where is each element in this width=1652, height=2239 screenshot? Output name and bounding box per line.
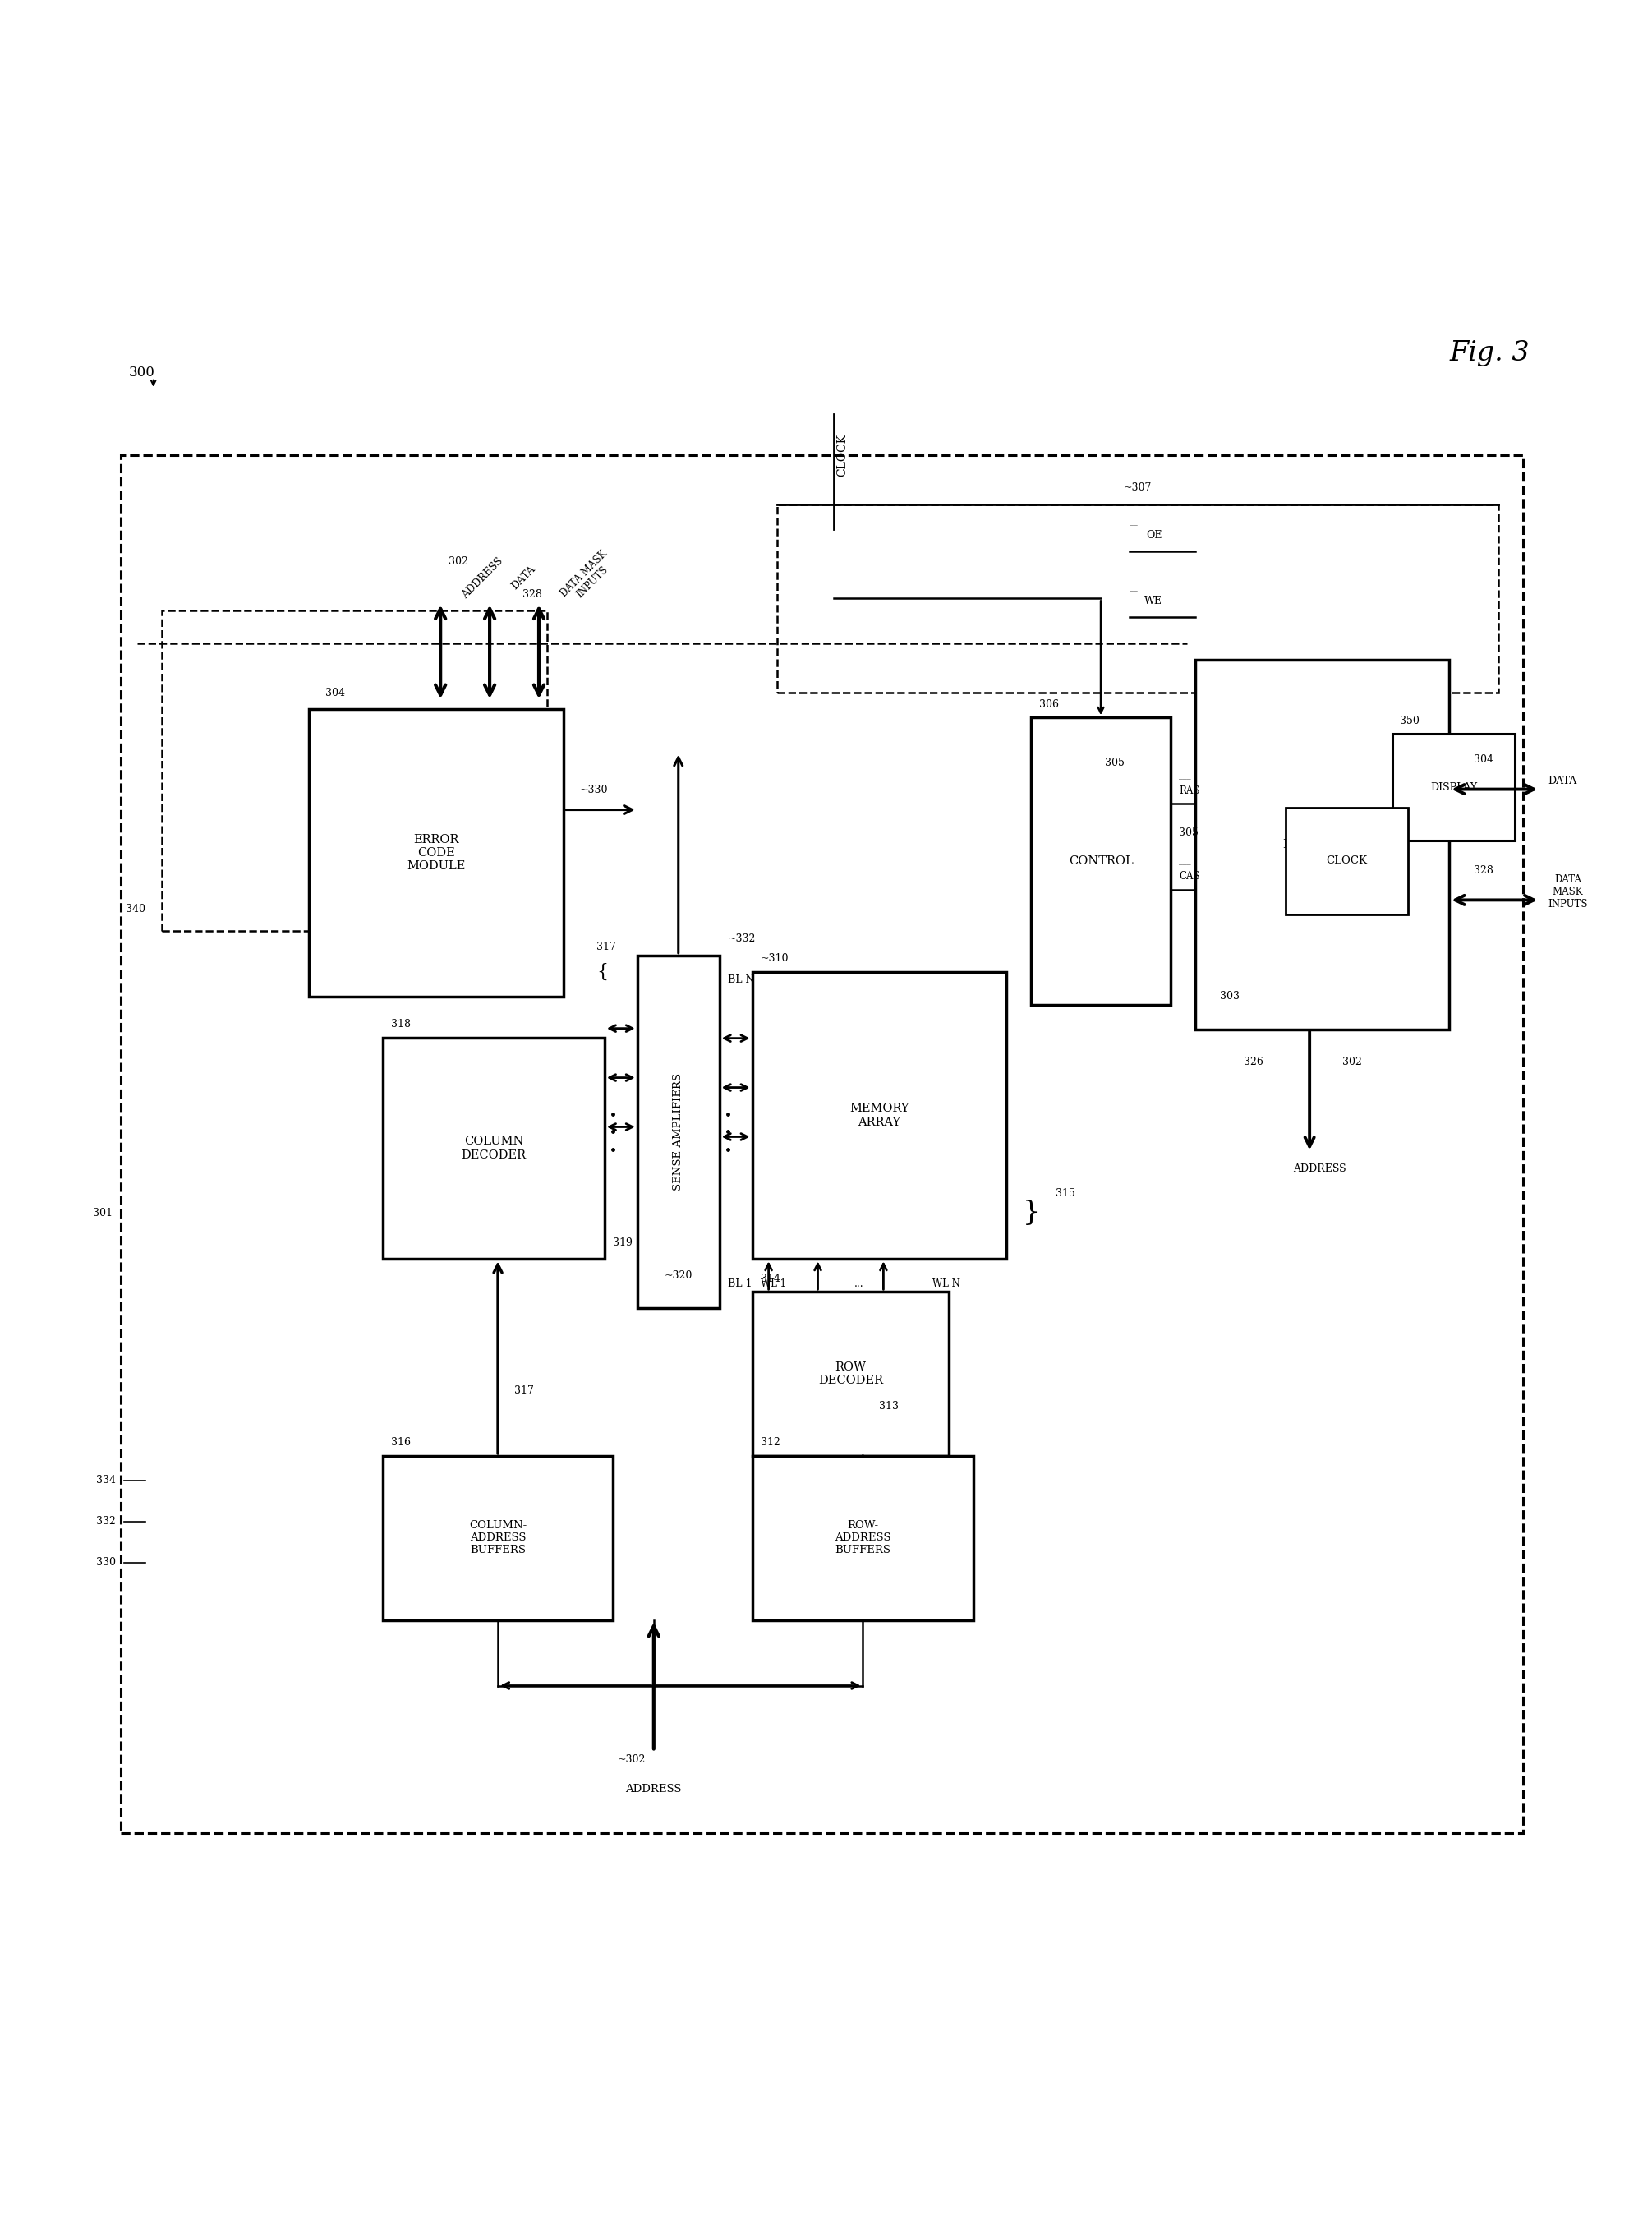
Text: 334: 334 (96, 1476, 116, 1487)
Text: DATA
MASK
INPUTS: DATA MASK INPUTS (1548, 873, 1588, 909)
FancyBboxPatch shape (752, 972, 1006, 1258)
Text: 312: 312 (760, 1437, 780, 1449)
Text: 317: 317 (514, 1386, 534, 1395)
Text: ADDRESS: ADDRESS (461, 555, 506, 600)
Text: DATA MASK
INPUTS: DATA MASK INPUTS (558, 549, 618, 607)
Text: 302: 302 (1343, 1057, 1361, 1068)
Text: CLOCK: CLOCK (1327, 855, 1368, 866)
FancyBboxPatch shape (383, 1037, 605, 1258)
Text: ~307: ~307 (1123, 481, 1151, 493)
Text: WL 1: WL 1 (760, 1278, 786, 1290)
Text: 305: 305 (1105, 757, 1125, 768)
Text: CAS: CAS (1180, 871, 1199, 882)
Text: ~332: ~332 (727, 934, 757, 945)
Text: OE: OE (1146, 531, 1163, 540)
Text: 326: 326 (1244, 1057, 1264, 1068)
Text: ROW
DECODER: ROW DECODER (818, 1361, 884, 1386)
Text: MEMORY
ARRAY: MEMORY ARRAY (849, 1104, 909, 1128)
Text: DATA: DATA (509, 564, 537, 591)
Text: 304: 304 (1474, 755, 1493, 766)
Text: COLUMN-
ADDRESS
BUFFERS: COLUMN- ADDRESS BUFFERS (469, 1520, 527, 1556)
Text: 313: 313 (879, 1402, 899, 1413)
Text: 300: 300 (129, 365, 155, 381)
FancyBboxPatch shape (638, 956, 719, 1308)
Text: 340: 340 (126, 905, 145, 914)
Text: BL N: BL N (727, 974, 755, 985)
Text: ERROR
CODE
MODULE: ERROR CODE MODULE (406, 833, 466, 871)
Text: ...: ... (854, 1278, 864, 1290)
Text: WE: WE (1145, 596, 1163, 607)
Text: 328: 328 (1474, 864, 1493, 875)
Text: ADDRESS: ADDRESS (1294, 1164, 1346, 1173)
Text: 304: 304 (325, 687, 345, 699)
Text: 319: 319 (613, 1238, 633, 1247)
Text: BL 1: BL 1 (727, 1278, 752, 1290)
Text: ___: ___ (1180, 858, 1191, 866)
Text: DATA: DATA (1548, 775, 1576, 786)
Text: 350: 350 (1401, 716, 1419, 725)
Text: 332: 332 (96, 1516, 116, 1527)
Text: __: __ (1130, 584, 1138, 591)
FancyBboxPatch shape (1285, 808, 1409, 914)
Text: 303: 303 (1219, 992, 1239, 1001)
Text: ~320: ~320 (664, 1270, 692, 1281)
Text: 301: 301 (93, 1207, 112, 1218)
Text: 314: 314 (760, 1274, 780, 1283)
Text: 315: 315 (1056, 1189, 1075, 1198)
FancyBboxPatch shape (1393, 734, 1515, 840)
Text: CLOCK: CLOCK (836, 434, 847, 477)
Text: ROW-
ADDRESS
BUFFERS: ROW- ADDRESS BUFFERS (834, 1520, 890, 1556)
Text: {: { (596, 963, 608, 981)
Text: ___: ___ (1180, 772, 1191, 779)
Text: WL N: WL N (933, 1278, 960, 1290)
Text: ~330: ~330 (580, 784, 608, 795)
Text: 316: 316 (392, 1437, 411, 1449)
Text: Fig. 3: Fig. 3 (1449, 340, 1530, 367)
Text: 330: 330 (96, 1556, 116, 1567)
Text: ADDRESS: ADDRESS (626, 1784, 682, 1796)
Text: 318: 318 (392, 1019, 411, 1030)
Text: ~310: ~310 (760, 954, 788, 965)
Text: ~302: ~302 (618, 1753, 646, 1764)
FancyBboxPatch shape (1194, 661, 1449, 1030)
Text: 317: 317 (596, 943, 616, 952)
Text: 306: 306 (1039, 699, 1059, 710)
FancyBboxPatch shape (309, 710, 563, 996)
Text: }: } (1023, 1200, 1041, 1227)
Text: PROCESSOR: PROCESSOR (1282, 840, 1363, 851)
Text: 328: 328 (522, 589, 542, 600)
FancyBboxPatch shape (752, 1292, 948, 1455)
Text: RAS: RAS (1180, 786, 1199, 795)
Text: 302: 302 (449, 555, 468, 566)
Text: DISPLAY: DISPLAY (1431, 781, 1477, 793)
Text: __: __ (1130, 517, 1138, 526)
Text: SENSE AMPLIFIERS: SENSE AMPLIFIERS (672, 1072, 684, 1191)
Text: COLUMN
DECODER: COLUMN DECODER (461, 1135, 527, 1160)
FancyBboxPatch shape (383, 1455, 613, 1621)
FancyBboxPatch shape (752, 1455, 973, 1621)
FancyBboxPatch shape (1031, 716, 1171, 1005)
Text: CONTROL: CONTROL (1069, 855, 1133, 866)
Text: 305: 305 (1180, 826, 1198, 837)
